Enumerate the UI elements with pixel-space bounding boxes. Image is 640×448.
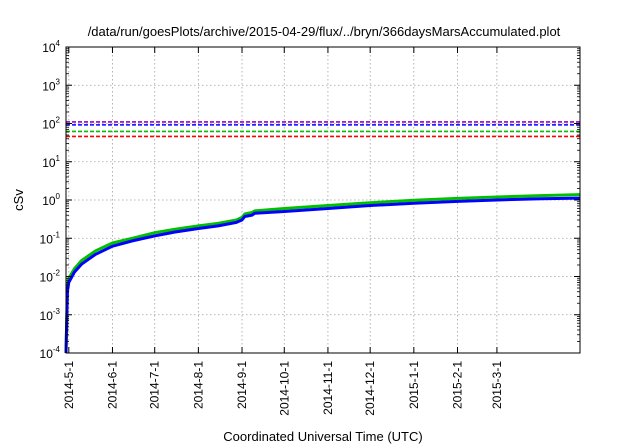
x-axis-label: Coordinated Universal Time (UTC) (223, 429, 422, 444)
x-tick-label: 2014-10-1 (277, 361, 291, 416)
series-line (64, 193, 581, 354)
x-tick-label: 2014-11-1 (321, 361, 335, 415)
y-tick-base: 10 (40, 309, 54, 323)
y-tick-base: 10 (40, 232, 54, 246)
y-tick-exponent: 4 (56, 39, 61, 48)
y-tick-base: 10 (42, 118, 56, 132)
y-tick-label: 101 (42, 154, 60, 170)
y-tick-base: 10 (42, 41, 56, 55)
y-tick-label: 10-3 (40, 307, 61, 323)
y-tick-exponent: 2 (56, 116, 61, 125)
reference-lines (66, 121, 580, 138)
y-tick-exponent: -2 (53, 269, 61, 278)
x-tick-label: 2014-5-1 (62, 361, 76, 409)
y-tick-label: 10-2 (40, 269, 61, 285)
y-tick-exponent: -4 (53, 345, 61, 354)
y-tick-exponent: 0 (56, 192, 61, 201)
x-tick-label: 2014-9-1 (235, 361, 249, 409)
x-tick-label: 2014-12-1 (363, 361, 377, 416)
chart-title: /data/run/goesPlots/archive/2015-04-29/f… (88, 24, 561, 39)
y-tick-label: 103 (42, 77, 60, 93)
x-tick-label: 2015-1-1 (407, 361, 421, 409)
x-tick-label: 2014-8-1 (191, 361, 205, 409)
y-tick-exponent: -3 (53, 307, 61, 316)
x-tick-label: 2015-3-1 (490, 361, 504, 409)
y-tick-base: 10 (42, 194, 56, 208)
y-tick-base: 10 (42, 79, 56, 93)
y-tick-label: 102 (42, 116, 60, 132)
y-tick-base: 10 (40, 271, 54, 285)
y-tick-label: 10-4 (40, 345, 61, 361)
y-tick-exponent: 3 (56, 77, 61, 86)
y-axis-label: cSv (11, 189, 26, 211)
series-group (64, 193, 581, 354)
x-tick-label: 2015-2-1 (450, 361, 464, 409)
y-tick-base: 10 (42, 156, 56, 170)
y-tick-label: 100 (42, 192, 60, 208)
y-tick-exponent: 1 (56, 154, 61, 163)
x-tick-label: 2014-7-1 (148, 361, 162, 409)
grid (66, 47, 580, 353)
y-tick-base: 10 (40, 347, 54, 361)
x-tick-label: 2014-6-1 (105, 361, 119, 409)
series-line (64, 196, 581, 354)
y-tick-exponent: -1 (53, 230, 61, 239)
y-tick-label: 104 (42, 39, 60, 55)
y-tick-label: 10-1 (40, 230, 61, 246)
x-axis-ticks: 2014-5-1 2014-6-1 2014-7-1 2014-8-1 2014-9-1… (62, 47, 504, 416)
